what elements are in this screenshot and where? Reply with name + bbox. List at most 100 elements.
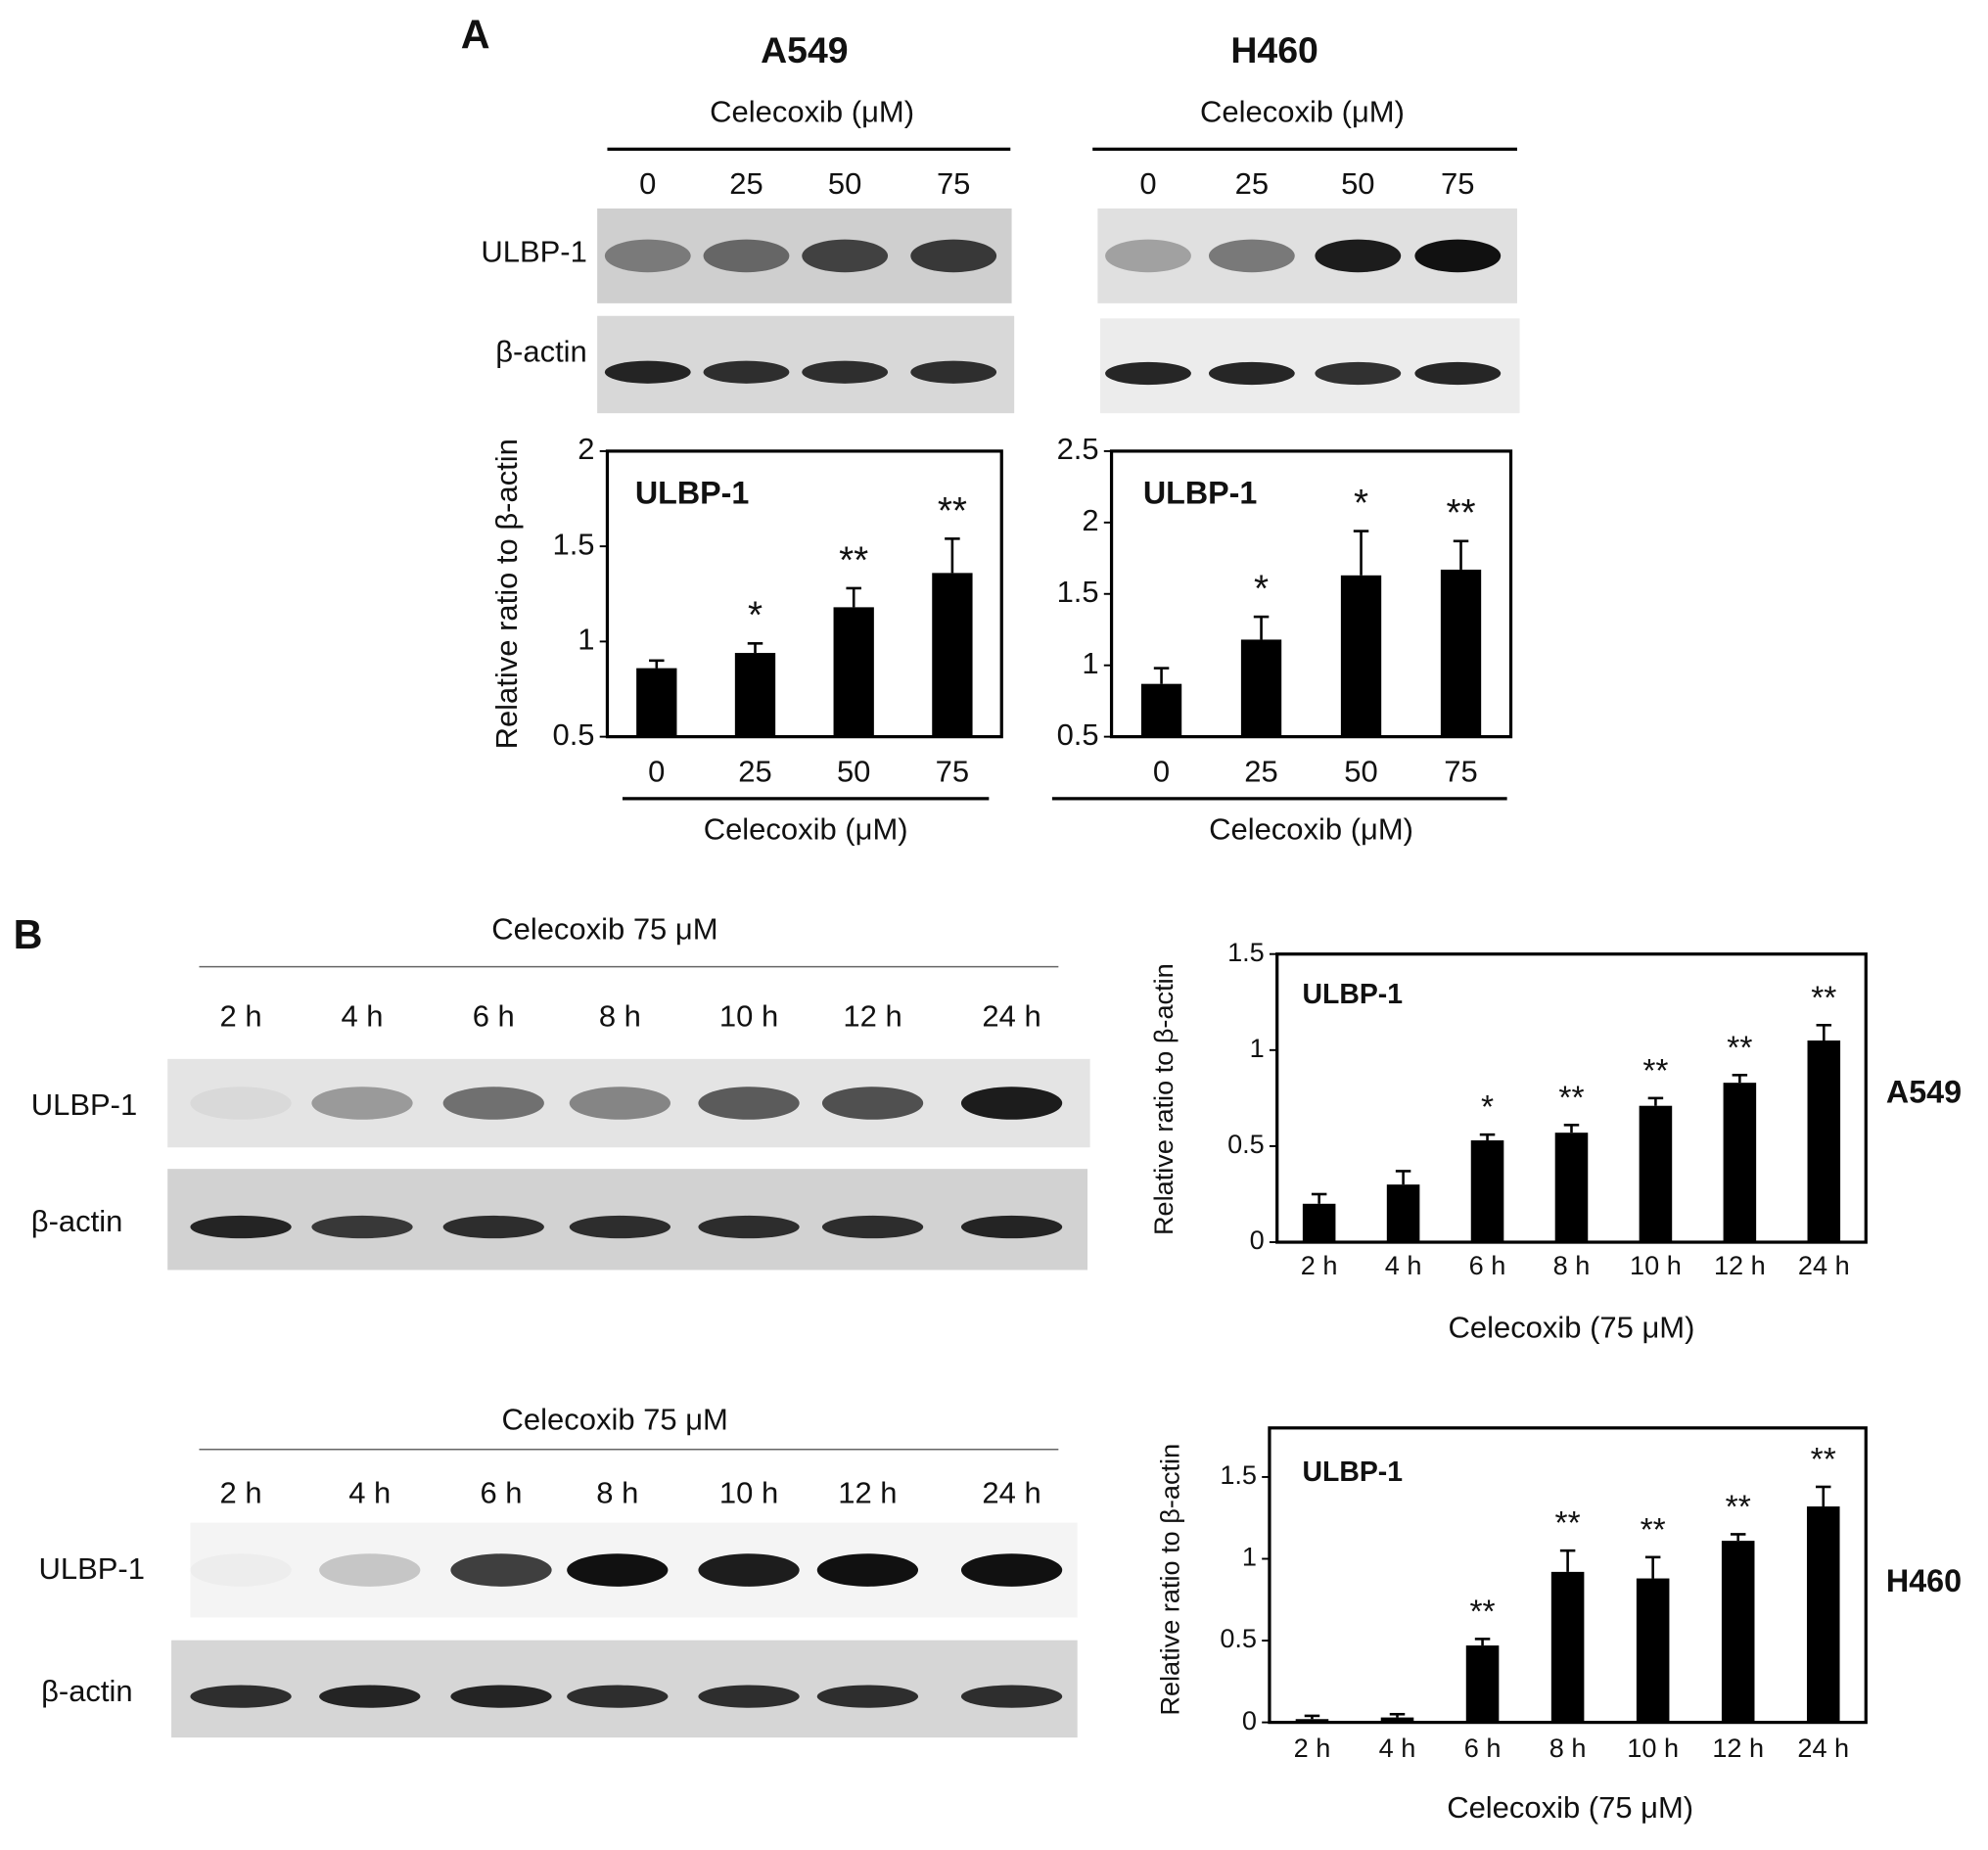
y-tick-label: 0.5 [1227, 1129, 1265, 1159]
bar [1386, 1184, 1420, 1243]
x-tick-label: 12 h [1714, 1250, 1766, 1280]
blot-band [1414, 239, 1502, 273]
blot-band [821, 1087, 924, 1120]
bar [1550, 1571, 1585, 1723]
blot-band [816, 1685, 919, 1708]
bar [636, 668, 677, 737]
y-tick-label: 2 [578, 432, 594, 466]
significance-label: ** [1555, 1505, 1581, 1542]
significance-label: ** [1811, 980, 1836, 1016]
error-bar [1389, 1712, 1406, 1718]
x-tick-label: 6 h [1469, 1250, 1506, 1280]
row-label: β-actin [41, 1674, 133, 1708]
chart-title: ULBP-1 [1303, 979, 1404, 1010]
blot-band [960, 1685, 1063, 1708]
blot-band [1208, 239, 1295, 273]
error-bar [649, 659, 665, 669]
blot-band [1414, 361, 1502, 386]
lane-label: 12 h [838, 1475, 897, 1509]
cell-line-label: A549 [1886, 1075, 1962, 1110]
y-tick-label: 0 [1242, 1705, 1257, 1735]
y-tick-label: 1.5 [1057, 575, 1099, 609]
x-tick-label: 2 h [1294, 1733, 1331, 1763]
y-axis-label: Relative ratio to β-actin [1155, 1444, 1185, 1716]
significance-label: ** [1727, 1030, 1752, 1066]
row-label: ULBP-1 [39, 1551, 145, 1586]
bar [1554, 1133, 1589, 1243]
significance-label: ** [1726, 1489, 1751, 1525]
y-tick-label: 1 [1082, 646, 1098, 680]
y-tick-label: 1 [1242, 1542, 1257, 1572]
error-bar [1563, 1124, 1580, 1133]
blot-band [802, 360, 889, 384]
lane-label: 8 h [596, 1475, 638, 1509]
blot-band [910, 360, 997, 384]
lane-label: 8 h [599, 999, 641, 1034]
blot-band [703, 360, 790, 384]
x-tick-label: 10 h [1627, 1733, 1679, 1763]
panel-label: A [461, 13, 490, 58]
x-tick-label: 4 h [1379, 1733, 1416, 1763]
x-tick-label: 75 [936, 754, 969, 788]
blot-band [910, 239, 997, 273]
error-bar [1816, 1024, 1832, 1041]
error-bar [945, 537, 960, 574]
x-tick-label: 8 h [1553, 1250, 1591, 1280]
x-tick-label: 8 h [1549, 1733, 1587, 1763]
blot-band [960, 1215, 1063, 1239]
bar-chart: 0 0.5 1 1.5 Relative ratio to β-actin ULBP-1 A… [1148, 937, 1962, 1344]
blot-treatment: Celecoxib 75 μM [502, 1403, 728, 1437]
significance-label: ** [1558, 1080, 1584, 1116]
x-axis-label: Celecoxib (μM) [704, 812, 908, 847]
chart-title: ULBP-1 [1143, 476, 1258, 511]
significance-label: ** [1446, 492, 1475, 534]
error-bar [1253, 615, 1270, 640]
bar [833, 607, 874, 737]
bar [1639, 1105, 1673, 1243]
x-tick-label: 2 h [1301, 1250, 1338, 1280]
blot-band [190, 1087, 292, 1120]
blot-band [450, 1685, 552, 1708]
blot-title: H460 [1230, 29, 1318, 70]
blot-treatment: Celecoxib (μM) [1200, 94, 1405, 128]
x-tick-label: 24 h [1797, 1733, 1849, 1763]
blot-band [802, 239, 889, 273]
error-bar [846, 586, 861, 608]
bar [1807, 1040, 1841, 1243]
blot-band [604, 360, 691, 384]
x-tick-label: 0 [1153, 754, 1170, 788]
lane-label: 12 h [843, 999, 902, 1034]
error-bar [1732, 1074, 1748, 1084]
bar [1465, 1645, 1500, 1723]
blot-band [703, 239, 790, 273]
bar-chart: 0 0.5 1 1.5 Relative ratio to β-actin ULBP-1 H… [1155, 1426, 1962, 1825]
error-bar [1453, 539, 1469, 570]
y-tick-label: 1 [1250, 1033, 1265, 1063]
lane-label: 2 h [220, 999, 262, 1034]
error-bar [1353, 530, 1369, 576]
blot-band [698, 1685, 800, 1708]
lane-label: 4 h [348, 1475, 391, 1509]
significance-label: ** [839, 539, 868, 581]
error-bar [1816, 1485, 1831, 1507]
lane-label: 10 h [719, 999, 778, 1034]
x-tick-label: 4 h [1385, 1250, 1422, 1280]
blot-band [190, 1215, 292, 1239]
cell-line-label: H460 [1886, 1563, 1962, 1598]
blot-band [567, 1685, 669, 1708]
row-label: ULBP-1 [481, 235, 586, 269]
error-bar [747, 642, 763, 654]
bar [1440, 569, 1482, 737]
chart-title: ULBP-1 [635, 476, 750, 511]
y-tick-label: 0.5 [552, 717, 594, 752]
bar [1470, 1140, 1504, 1243]
blot-band [960, 1553, 1063, 1587]
lane-label: 25 [1235, 166, 1269, 201]
blot-band [190, 1553, 291, 1587]
lane-label: 0 [639, 166, 656, 201]
lane-label: 25 [729, 166, 763, 201]
blot-title: A549 [761, 29, 848, 70]
y-tick-label: 0 [1250, 1225, 1265, 1255]
x-axis-label: Celecoxib (75 μM) [1447, 1790, 1693, 1825]
